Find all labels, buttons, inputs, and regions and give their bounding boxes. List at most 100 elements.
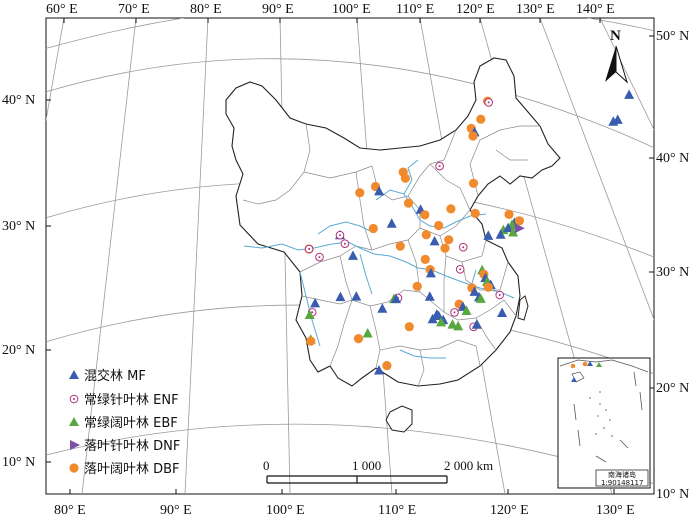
site-dbf-marker xyxy=(434,220,444,231)
site-dbf-marker xyxy=(470,208,480,218)
north-arrow: N xyxy=(605,28,629,84)
site-mf-marker xyxy=(429,235,440,246)
site-dbf-marker xyxy=(468,131,478,141)
taiwan-island xyxy=(517,295,529,321)
site-dbf-marker xyxy=(355,188,365,198)
legend-triangle-icon xyxy=(69,417,79,426)
site-dbf-marker xyxy=(444,235,454,245)
site-ebf-marker xyxy=(453,320,464,331)
site-mf-marker xyxy=(624,89,635,99)
hainan-island xyxy=(385,405,413,433)
legend-label: 常绿阔叶林 EBF xyxy=(84,416,178,431)
top-tick-label: 60° E xyxy=(46,2,78,17)
site-dbf-marker xyxy=(420,210,430,220)
legend-right-triangle-icon xyxy=(70,440,80,450)
legend-label: 常绿针叶林 ENF xyxy=(84,393,179,408)
site-enf-marker xyxy=(450,308,459,317)
site-enf-marker xyxy=(455,265,465,274)
site-mf-marker xyxy=(427,313,438,324)
site-mf-marker xyxy=(391,293,401,304)
site-mf-marker xyxy=(377,303,388,313)
north-label: N xyxy=(610,28,621,44)
site-dbf-marker xyxy=(306,336,316,346)
scale-label-2000: 2 000 km xyxy=(444,458,493,473)
south-china-sea-inset: 南海诸岛 1:90148117 xyxy=(557,357,651,489)
site-mf-marker xyxy=(483,230,494,240)
site-dbf-marker xyxy=(514,216,525,226)
site-enf-marker xyxy=(495,290,505,300)
site-enf-marker xyxy=(335,230,345,240)
left-tick-label: 40° N xyxy=(2,93,35,108)
bottom-tick-label: 110° E xyxy=(378,503,416,518)
site-mf-marker xyxy=(497,307,508,317)
top-tick-label: 120° E xyxy=(456,2,495,17)
bottom-tick-label: 130° E xyxy=(596,503,635,518)
top-tick-label: 140° E xyxy=(576,2,615,17)
legend-label: 混交林 MF xyxy=(84,368,146,384)
right-tick-label: 50° N xyxy=(656,29,689,44)
site-dbf-marker xyxy=(368,223,378,234)
top-tick-label: 110° E xyxy=(396,2,434,17)
scale-label-1000: 1 000 xyxy=(352,458,381,473)
site-mf-marker xyxy=(608,116,619,126)
site-enf-marker xyxy=(340,239,350,248)
site-dbf-marker xyxy=(353,334,364,344)
site-ebf-marker xyxy=(436,316,447,327)
site-dbf-marker xyxy=(483,282,493,292)
site-mf-marker xyxy=(374,185,385,196)
site-ebf-marker xyxy=(304,309,315,319)
scale-bar: 0 1 000 2 000 km xyxy=(263,458,493,484)
legend-triangle-icon xyxy=(69,370,79,379)
frame-tick-marks xyxy=(46,18,654,495)
site-dbf-marker xyxy=(382,361,392,371)
site-dbf-marker xyxy=(400,173,410,183)
site-ebf-marker xyxy=(362,328,373,338)
site-markers xyxy=(304,89,635,375)
site-mf-marker xyxy=(335,291,346,302)
site-dbf-marker xyxy=(446,204,456,214)
site-mf-marker xyxy=(425,267,436,278)
right-tick-label: 20° N xyxy=(656,381,689,396)
bottom-tick-label: 90° E xyxy=(160,503,192,518)
site-mf-marker xyxy=(471,319,482,329)
top-tick-label: 130° E xyxy=(516,2,555,17)
site-mf-marker xyxy=(351,291,362,301)
site-ebf-marker xyxy=(475,293,486,303)
site-enf-marker xyxy=(435,161,444,171)
bottom-tick-label: 80° E xyxy=(54,503,86,518)
site-dbf-marker xyxy=(403,198,414,208)
site-mf-marker xyxy=(503,222,514,233)
right-tick-label: 30° N xyxy=(656,265,689,280)
bottom-tick-label: 120° E xyxy=(490,503,529,518)
legend-item-dbf: 落叶阔叶林 DBF xyxy=(69,462,180,477)
legend-item-mf: 混交林 MF xyxy=(69,368,146,384)
top-tick-label: 90° E xyxy=(262,2,294,17)
site-mf-marker xyxy=(310,297,321,308)
top-tick-labels: 60° E 70° E 80° E 90° E 100° E 110° E 12… xyxy=(46,2,615,17)
left-tick-label: 20° N xyxy=(2,343,35,358)
legend-item-ebf: 常绿阔叶林 EBF xyxy=(69,416,178,431)
site-mf-marker xyxy=(469,286,480,296)
site-dbf-marker xyxy=(440,243,450,253)
inset-scale: 1:90148117 xyxy=(601,479,643,487)
site-dbf-marker xyxy=(504,209,514,219)
site-mf-marker xyxy=(386,218,397,228)
bottom-tick-labels: 80° E 90° E 100° E 110° E 120° E 130° E xyxy=(54,503,635,518)
site-ebf-marker xyxy=(447,319,458,329)
site-mf-marker xyxy=(495,229,506,239)
inset-title: 南海诸岛 xyxy=(608,470,636,479)
site-dbf-marker xyxy=(421,230,431,240)
site-ebf-marker xyxy=(508,227,519,237)
top-tick-label: 70° E xyxy=(118,2,150,17)
site-dnf-marker xyxy=(514,223,525,234)
top-tick-label: 80° E xyxy=(190,2,222,17)
site-dbf-marker xyxy=(412,281,422,291)
site-dbf-marker xyxy=(404,322,414,332)
right-tick-labels: 50° N 40° N 30° N 20° N 10° N xyxy=(656,29,689,502)
scale-label-0: 0 xyxy=(263,458,270,473)
site-enf-marker xyxy=(315,252,324,262)
site-enf-marker xyxy=(304,244,314,254)
top-tick-label: 100° E xyxy=(332,2,371,17)
site-enf-marker xyxy=(484,98,494,107)
